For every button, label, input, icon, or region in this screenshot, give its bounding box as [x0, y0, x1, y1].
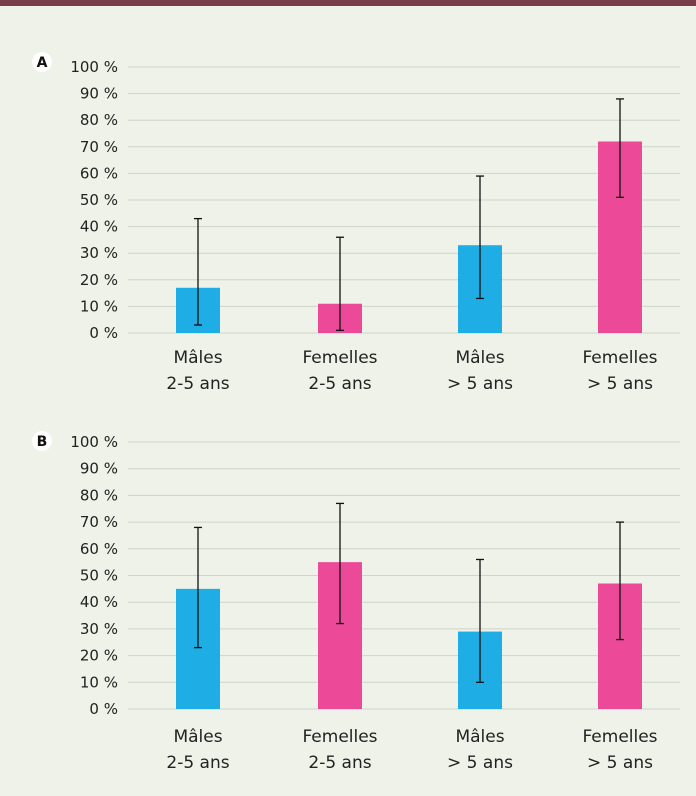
y-tick-label: 90 % — [80, 460, 118, 478]
y-tick-label: 80 % — [80, 111, 118, 129]
y-tick-label: 0 % — [89, 324, 118, 342]
y-tick-label: 20 % — [80, 647, 118, 665]
y-tick-label: 90 % — [80, 85, 118, 103]
category-label: Mâles — [173, 348, 222, 368]
category-label: > 5 ans — [587, 753, 653, 773]
chart-panel-a: A 0 % 10 % 20 % 30 % 40 % 50 % 60 % 70 % 80 % 90 %… — [32, 52, 680, 394]
category-label: 2-5 ans — [166, 374, 229, 394]
y-tick-label: 100 % — [70, 433, 118, 451]
y-tick-label: 10 % — [80, 297, 118, 315]
category-label: Mâles — [455, 348, 504, 368]
y-tick-label: 40 % — [80, 593, 118, 611]
y-tick-label: 30 % — [80, 620, 118, 638]
category-label: > 5 ans — [447, 753, 513, 773]
category-label: 2-5 ans — [308, 374, 371, 394]
panel-letter-badge — [32, 52, 52, 72]
category-label: 2-5 ans — [308, 753, 371, 773]
category-label: Mâles — [173, 727, 222, 747]
y-tick-label: 70 % — [80, 138, 118, 156]
category-label: Femelles — [302, 348, 377, 368]
y-tick-label: 40 % — [80, 218, 118, 236]
panel-letter: B — [37, 434, 48, 450]
category-label: > 5 ans — [447, 374, 513, 394]
y-tick-label: 70 % — [80, 513, 118, 531]
y-tick-label: 30 % — [80, 244, 118, 262]
y-tick-label: 50 % — [80, 191, 118, 209]
category-label: Mâles — [455, 727, 504, 747]
y-tick-label: 0 % — [89, 700, 118, 718]
y-tick-label: 80 % — [80, 486, 118, 504]
category-label: Femelles — [582, 348, 657, 368]
y-tick-label: 100 % — [70, 58, 118, 76]
category-label: Femelles — [582, 727, 657, 747]
y-tick-label: 20 % — [80, 271, 118, 289]
y-tick-label: 50 % — [80, 567, 118, 585]
panel-letter-badge — [32, 431, 52, 451]
category-label: Femelles — [302, 727, 377, 747]
y-tick-label: 10 % — [80, 673, 118, 691]
category-label: > 5 ans — [587, 374, 653, 394]
y-tick-label: 60 % — [80, 540, 118, 558]
y-tick-label: 60 % — [80, 164, 118, 182]
top-accent-bar — [0, 0, 696, 6]
chart-panel-b: B 0 % 10 % 20 % 30 % 40 % 50 % 60 % 70 % 80 % 90 %… — [32, 431, 680, 773]
category-label: 2-5 ans — [166, 753, 229, 773]
panel-letter: A — [37, 55, 48, 71]
